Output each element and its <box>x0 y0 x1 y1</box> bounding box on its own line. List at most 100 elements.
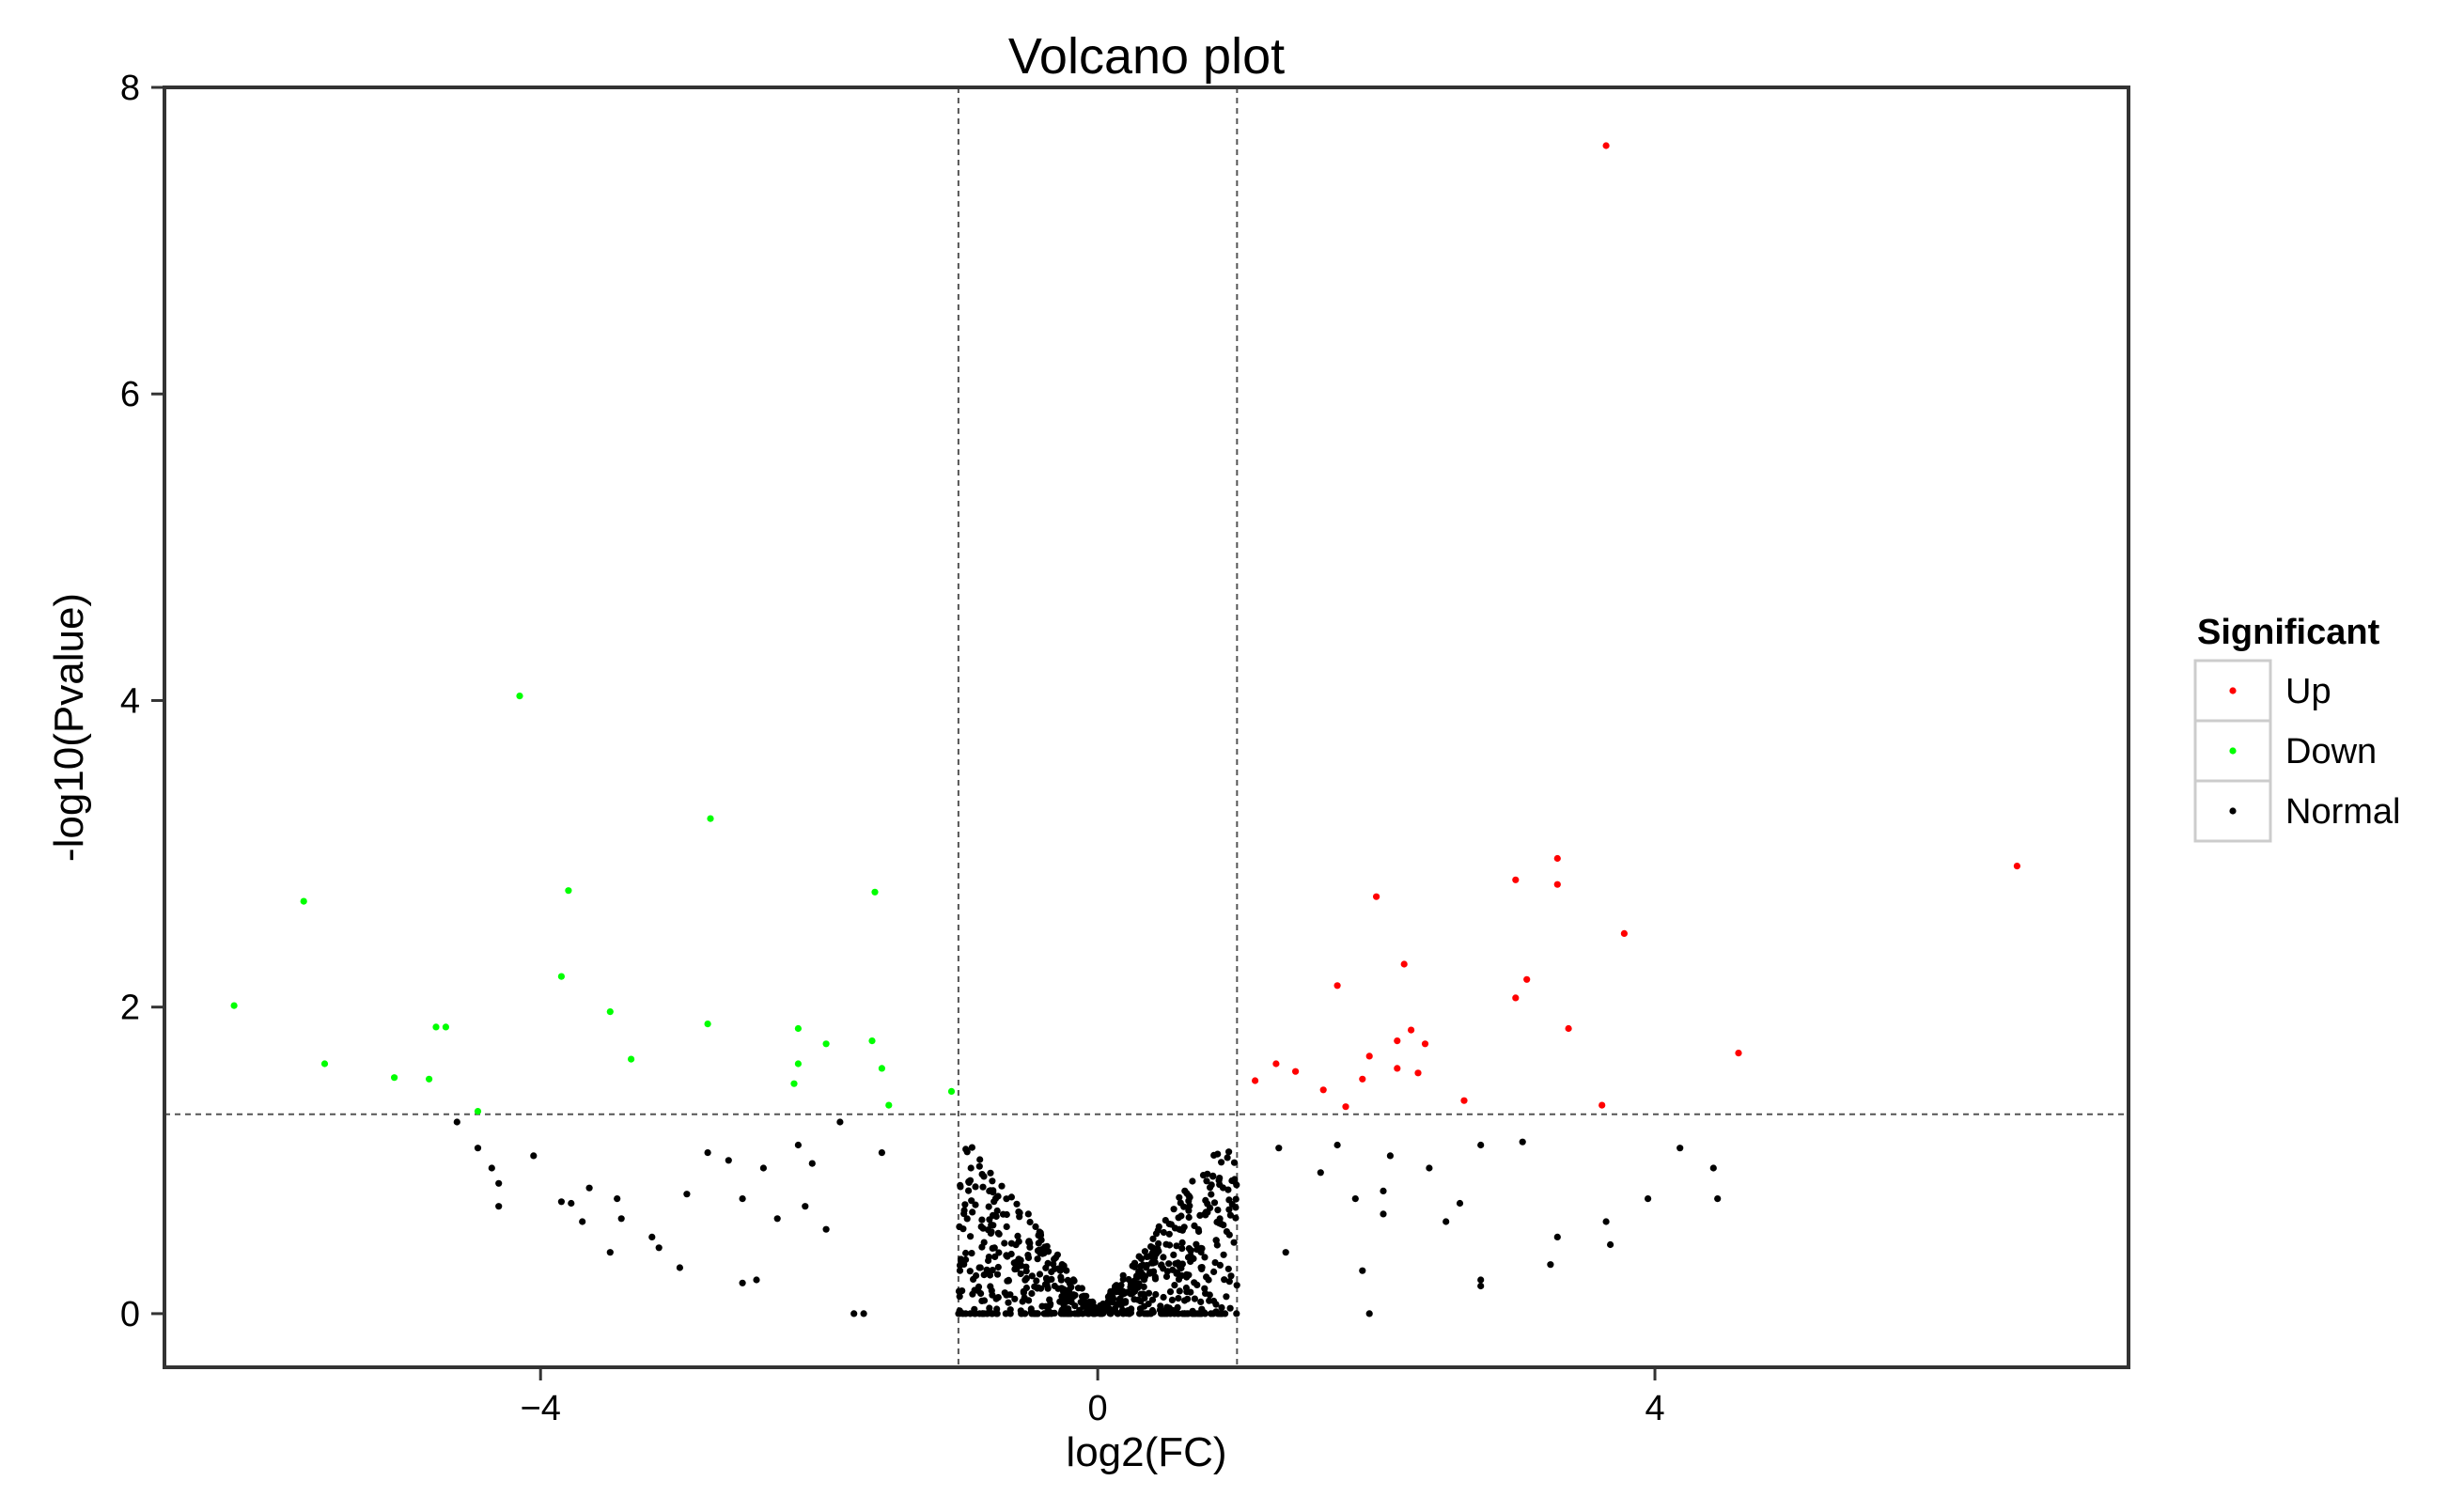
data-point-normal <box>773 1215 781 1223</box>
data-point-normal <box>1209 1172 1217 1179</box>
data-point-normal <box>1012 1241 1020 1249</box>
data-point-normal <box>1160 1254 1167 1261</box>
data-point-normal <box>1002 1310 1009 1317</box>
data-point-up <box>1394 1065 1401 1072</box>
data-point-normal <box>1171 1282 1178 1289</box>
data-point-normal <box>1602 1218 1610 1225</box>
data-point-normal <box>1128 1305 1135 1313</box>
data-point-normal <box>972 1201 979 1208</box>
data-point-up <box>1342 1103 1349 1111</box>
data-point-up <box>1408 1026 1415 1034</box>
data-point-down <box>947 1087 956 1095</box>
data-point-normal <box>1185 1197 1193 1205</box>
data-point-normal <box>474 1145 482 1152</box>
data-point-normal <box>1027 1308 1035 1316</box>
threshold-lines <box>164 87 2129 1367</box>
data-point-normal <box>1282 1249 1289 1256</box>
legend-marker-down <box>2229 747 2237 755</box>
data-point-normal <box>1380 1187 1387 1194</box>
data-point-normal <box>966 1268 974 1275</box>
data-point-normal <box>530 1152 538 1160</box>
data-point-normal <box>1041 1310 1050 1317</box>
x-tick-label: 4 <box>1645 1389 1664 1428</box>
data-point-normal <box>1048 1275 1055 1283</box>
data-point-normal <box>1426 1164 1433 1172</box>
data-point-normal <box>968 1250 975 1257</box>
data-point-normal <box>1233 1310 1240 1317</box>
data-point-normal <box>1026 1243 1034 1251</box>
data-point-normal <box>991 1253 999 1260</box>
data-point-down <box>878 1065 886 1072</box>
data-point-down <box>557 973 566 980</box>
legend: Significant Up Down Normal <box>2193 613 2400 843</box>
data-point-normal <box>990 1222 997 1229</box>
data-point-normal <box>1221 1276 1228 1284</box>
data-point-normal <box>1207 1184 1214 1192</box>
data-point-normal <box>1208 1191 1215 1198</box>
data-point-normal <box>1042 1264 1050 1271</box>
data-point-normal <box>1014 1232 1021 1239</box>
data-point-normal <box>1194 1225 1202 1233</box>
data-point-normal <box>585 1184 593 1192</box>
data-point-down <box>432 1023 440 1031</box>
data-point-normal <box>977 1289 985 1298</box>
data-point-normal <box>1359 1267 1366 1274</box>
data-point-normal <box>1456 1199 1464 1208</box>
data-point-normal <box>966 1310 975 1317</box>
data-point-normal <box>1232 1204 1240 1211</box>
data-point-normal <box>808 1160 816 1167</box>
data-point-normal <box>1197 1298 1205 1305</box>
data-point-normal <box>1198 1305 1206 1313</box>
data-point-normal <box>1181 1310 1189 1317</box>
data-point-up <box>1460 1097 1468 1104</box>
data-point-up <box>1394 1037 1401 1045</box>
data-point-normal <box>1151 1273 1159 1281</box>
data-point-normal <box>1020 1289 1027 1297</box>
data-point-normal <box>1141 1272 1149 1280</box>
data-point-normal <box>983 1266 990 1273</box>
data-point-normal <box>1220 1251 1227 1258</box>
data-point-normal <box>968 1197 975 1205</box>
data-point-normal <box>1184 1295 1192 1302</box>
data-point-normal <box>739 1195 746 1203</box>
data-point-normal <box>1137 1255 1146 1262</box>
data-point-normal <box>739 1279 746 1286</box>
data-point-up <box>1735 1050 1742 1057</box>
legend-label-down: Down <box>2285 732 2377 772</box>
data-point-normal <box>1187 1246 1194 1255</box>
data-point-down <box>790 1080 798 1087</box>
data-point-up <box>1421 1040 1429 1048</box>
data-point-up <box>2013 863 2020 870</box>
data-point-normal <box>1225 1278 1233 1286</box>
data-point-normal <box>655 1244 663 1252</box>
data-point-normal <box>1064 1276 1071 1284</box>
data-point-normal <box>557 1198 566 1206</box>
data-point-normal <box>990 1189 997 1196</box>
data-point-normal <box>1016 1209 1023 1217</box>
data-point-normal <box>1175 1295 1182 1302</box>
y-tick-label: 8 <box>120 69 140 108</box>
data-point-normal <box>1013 1200 1021 1208</box>
data-point-normal <box>614 1195 621 1203</box>
data-point-normal <box>1201 1254 1209 1261</box>
data-point-normal <box>822 1225 830 1233</box>
data-point-normal <box>1443 1218 1450 1225</box>
data-point-normal <box>1224 1154 1231 1161</box>
data-point-normal <box>1114 1310 1122 1317</box>
data-point-normal <box>1137 1268 1145 1276</box>
data-point-normal <box>1005 1277 1012 1285</box>
data-point-down <box>300 897 307 905</box>
data-point-normal <box>992 1212 1000 1221</box>
data-point-normal <box>1214 1207 1222 1214</box>
data-point-down <box>426 1075 433 1083</box>
data-point-normal <box>994 1263 1002 1271</box>
data-point-normal <box>648 1233 656 1240</box>
data-point-normal <box>969 1208 976 1216</box>
data-point-normal <box>1044 1285 1052 1292</box>
data-point-normal <box>1477 1282 1485 1290</box>
data-point-normal <box>1210 1199 1219 1207</box>
data-point-normal <box>1185 1213 1193 1222</box>
data-point-normal <box>975 1310 983 1317</box>
data-point-normal <box>1097 1309 1104 1317</box>
